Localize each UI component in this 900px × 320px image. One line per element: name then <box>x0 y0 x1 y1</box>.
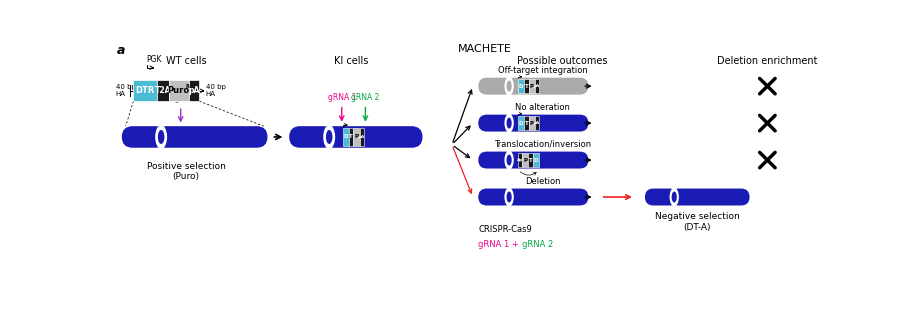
Text: D: D <box>344 134 348 140</box>
Ellipse shape <box>670 188 679 206</box>
Text: P: P <box>530 121 534 125</box>
FancyBboxPatch shape <box>645 188 679 205</box>
Text: P: P <box>530 84 534 89</box>
Text: 40 bp
HA: 40 bp HA <box>205 84 225 97</box>
FancyBboxPatch shape <box>522 153 528 167</box>
FancyBboxPatch shape <box>324 126 422 148</box>
Ellipse shape <box>504 151 514 169</box>
FancyBboxPatch shape <box>478 78 513 95</box>
FancyBboxPatch shape <box>157 80 169 101</box>
Text: T: T <box>349 134 353 140</box>
Text: gRNA 1 +: gRNA 1 + <box>478 240 522 249</box>
FancyBboxPatch shape <box>529 79 535 93</box>
FancyBboxPatch shape <box>478 115 513 132</box>
Text: PGK: PGK <box>147 55 162 64</box>
FancyBboxPatch shape <box>505 188 589 205</box>
Text: P: P <box>523 157 527 163</box>
Text: KI gRNA: KI gRNA <box>166 94 196 103</box>
Ellipse shape <box>323 125 335 149</box>
Text: T: T <box>529 157 533 163</box>
Ellipse shape <box>504 188 514 206</box>
Text: KI cells: KI cells <box>334 56 368 66</box>
FancyBboxPatch shape <box>289 126 335 148</box>
Text: Puro: Puro <box>167 86 190 95</box>
FancyBboxPatch shape <box>518 116 524 130</box>
FancyBboxPatch shape <box>505 78 589 95</box>
FancyBboxPatch shape <box>524 116 529 130</box>
FancyBboxPatch shape <box>535 116 539 130</box>
Text: Off-target integration: Off-target integration <box>498 66 588 75</box>
FancyBboxPatch shape <box>348 128 354 146</box>
FancyBboxPatch shape <box>478 188 513 205</box>
Text: Negative selection
(DT-A): Negative selection (DT-A) <box>655 212 740 232</box>
Text: pA: pA <box>189 86 200 95</box>
Text: Deletion enrichment: Deletion enrichment <box>717 56 817 66</box>
Ellipse shape <box>504 114 514 132</box>
Text: CRISPR-Cas9: CRISPR-Cas9 <box>478 225 532 234</box>
Text: Deletion: Deletion <box>525 177 561 186</box>
FancyBboxPatch shape <box>122 126 166 148</box>
Text: Positive selection
(Puro): Positive selection (Puro) <box>147 162 226 181</box>
Text: 40 bp
HA: 40 bp HA <box>115 84 136 97</box>
Ellipse shape <box>671 191 677 203</box>
FancyBboxPatch shape <box>533 153 539 167</box>
Text: gRNA 2: gRNA 2 <box>522 240 553 249</box>
FancyBboxPatch shape <box>156 126 267 148</box>
FancyBboxPatch shape <box>505 115 589 132</box>
FancyBboxPatch shape <box>478 152 513 169</box>
Text: Translocation/inversion: Translocation/inversion <box>494 140 591 149</box>
FancyBboxPatch shape <box>529 116 535 130</box>
FancyBboxPatch shape <box>505 152 589 169</box>
FancyBboxPatch shape <box>528 153 533 167</box>
Text: P: P <box>355 134 358 140</box>
FancyBboxPatch shape <box>133 80 157 101</box>
Text: T2A: T2A <box>155 86 171 95</box>
Ellipse shape <box>155 125 167 149</box>
FancyBboxPatch shape <box>189 80 199 101</box>
Text: gRNA 1: gRNA 1 <box>328 93 356 102</box>
Text: MACHETE: MACHETE <box>457 44 511 54</box>
FancyBboxPatch shape <box>524 79 529 93</box>
FancyBboxPatch shape <box>518 153 522 167</box>
Text: WT cells: WT cells <box>166 56 206 66</box>
FancyBboxPatch shape <box>360 128 364 146</box>
FancyBboxPatch shape <box>518 79 524 93</box>
Ellipse shape <box>158 130 165 144</box>
Text: Possible outcomes: Possible outcomes <box>517 56 608 66</box>
FancyBboxPatch shape <box>670 188 750 205</box>
Text: pA: pA <box>358 135 365 139</box>
Text: D: D <box>534 157 538 163</box>
FancyBboxPatch shape <box>169 80 189 101</box>
Ellipse shape <box>507 191 512 203</box>
Text: T: T <box>525 84 528 89</box>
Text: pA: pA <box>534 121 540 125</box>
Ellipse shape <box>507 155 512 165</box>
FancyBboxPatch shape <box>354 128 360 146</box>
Ellipse shape <box>326 130 332 144</box>
Text: No alteration: No alteration <box>515 103 570 112</box>
Text: gRNA 2: gRNA 2 <box>351 93 380 102</box>
Text: D: D <box>518 84 523 89</box>
Ellipse shape <box>504 77 514 95</box>
Text: T: T <box>525 121 528 125</box>
Text: DTR: DTR <box>135 86 155 95</box>
Text: a: a <box>116 44 125 57</box>
Text: R: R <box>185 84 190 89</box>
Text: Ap: Ap <box>517 158 523 162</box>
Ellipse shape <box>507 117 512 129</box>
Text: D: D <box>518 121 523 125</box>
FancyBboxPatch shape <box>535 79 539 93</box>
Ellipse shape <box>507 81 512 92</box>
FancyBboxPatch shape <box>343 128 348 146</box>
Text: pA: pA <box>534 84 540 88</box>
